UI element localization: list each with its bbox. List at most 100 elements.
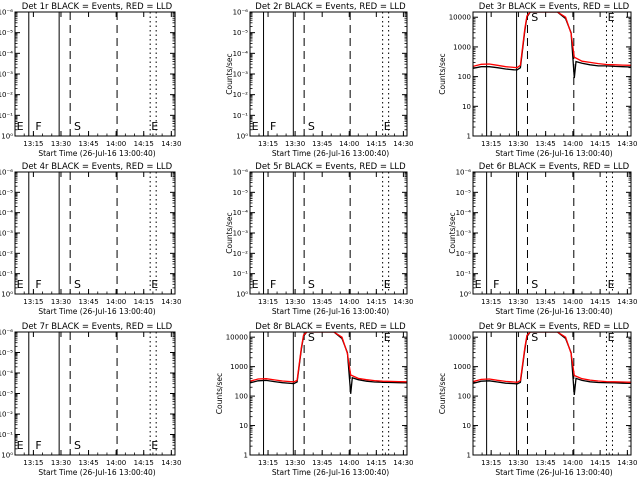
x-tick-label: 13:45 [312, 140, 332, 148]
marker-label: F [35, 120, 41, 133]
marker-label: S [531, 331, 538, 344]
marker-label: S [308, 331, 315, 344]
x-tick-label: 13:15 [258, 298, 278, 306]
x-axis-label: Start Time (26-Jul-16 13:00:40) [38, 307, 155, 316]
y-axis-label: Counts/sec [225, 53, 234, 94]
y-tick-label: 10000 [226, 334, 248, 342]
events-series-line [473, 12, 631, 79]
y-axis-label: Counts/sec [225, 212, 234, 253]
x-tick-label: 14:00 [563, 459, 583, 467]
panel-det-2: Det 2r BLACK = Events, RED = LLD Start Ti… [225, 2, 413, 158]
panel-title: Det 4r BLACK = Events, RED = LLD [22, 162, 173, 172]
x-tick-label: 13:30 [51, 140, 71, 148]
x-tick-label: 13:45 [312, 298, 332, 306]
y-tick-label: 100 [458, 73, 471, 81]
y-tick-label: 10⁻⁵ [0, 29, 13, 37]
y-tick-label: 1 [244, 452, 248, 460]
plot-frame [249, 171, 408, 295]
panel-title: Det 8r BLACK = Events, RED = LLD [255, 322, 406, 332]
y-tick-label: 10⁻⁶ [0, 9, 13, 17]
marker-label: S [531, 11, 538, 24]
panel-title: Det 9r BLACK = Events, RED = LLD [479, 322, 630, 332]
x-tick-label: 13:15 [23, 298, 43, 306]
panel-det-9: Det 9r BLACK = Events, RED = LLD Start Ti… [438, 322, 637, 477]
x-tick-label: 14:30 [161, 459, 181, 467]
y-tick-label: 10⁻⁶ [0, 329, 13, 337]
y-tick-label: 1000 [453, 363, 471, 371]
marker-label: E [17, 439, 24, 452]
x-tick-label: 14:00 [339, 459, 359, 467]
x-tick-label: 13:45 [78, 459, 98, 467]
x-tick-label: 13:30 [51, 459, 71, 467]
y-axis-label: Counts/sec [438, 53, 447, 94]
marker-label: S [531, 278, 538, 291]
x-tick-label: 14:30 [393, 140, 413, 148]
y-tick-label: 10⁻³ [0, 230, 13, 238]
y-tick-label: 10⁻³ [456, 230, 472, 238]
y-tick-label: 10⁻¹ [0, 270, 13, 278]
x-axis-label: Start Time (26-Jul-16 13:00:40) [272, 149, 389, 158]
y-tick-label: 10⁰ [236, 133, 248, 141]
x-tick-label: 13:30 [285, 140, 305, 148]
marker-label: S [74, 120, 81, 133]
x-tick-label: 14:00 [339, 298, 359, 306]
marker-label: E [384, 331, 391, 344]
x-tick-label: 14:15 [366, 140, 386, 148]
x-tick-label: 14:15 [590, 140, 610, 148]
y-tick-label: 10000 [449, 334, 471, 342]
panel-det-8: Det 8r BLACK = Events, RED = LLD Start Ti… [215, 322, 413, 477]
lld-series-line [473, 12, 631, 69]
marker-label: E [151, 278, 158, 291]
y-tick-label: 10⁻⁵ [0, 189, 13, 197]
y-tick-label: 10⁻² [233, 250, 249, 258]
x-tick-label: 13:30 [508, 298, 528, 306]
panel-det-3: Det 3r BLACK = Events, RED = LLD Start Ti… [438, 2, 637, 158]
panel-det-1: Det 1r BLACK = Events, RED = LLD Start Ti… [0, 2, 181, 158]
lld-series-line [250, 332, 407, 383]
y-tick-label: 10⁻¹ [0, 431, 13, 439]
y-tick-label: 10⁻⁶ [233, 9, 249, 17]
marker-label: F [270, 120, 276, 133]
x-tick-label: 13:30 [51, 298, 71, 306]
y-tick-label: 10⁰ [1, 452, 13, 460]
marker-label: E [17, 278, 24, 291]
panel-title: Det 2r BLACK = Events, RED = LLD [255, 2, 406, 12]
y-tick-label: 100 [235, 393, 248, 401]
marker-label: S [74, 439, 81, 452]
x-tick-label: 14:15 [366, 459, 386, 467]
x-tick-label: 14:15 [590, 459, 610, 467]
y-tick-label: 10⁻⁴ [0, 370, 13, 378]
x-tick-label: 14:30 [393, 298, 413, 306]
panel-title: Det 3r BLACK = Events, RED = LLD [479, 2, 630, 12]
marker-label: E [151, 439, 158, 452]
marker-label: E [384, 278, 391, 291]
y-axis-label: Counts/sec [438, 373, 447, 414]
y-axis-label: Counts/sec [215, 373, 224, 414]
marker-label: S [308, 120, 315, 133]
x-tick-label: 14:00 [339, 140, 359, 148]
marker-label: E [384, 120, 391, 133]
y-tick-label: 10⁻² [456, 250, 472, 258]
y-tick-label: 10⁻² [0, 250, 13, 258]
y-tick-label: 1000 [453, 43, 471, 51]
x-tick-label: 14:00 [106, 298, 126, 306]
plot-frame [249, 331, 408, 456]
x-tick-label: 14:30 [161, 298, 181, 306]
x-axis-label: Start Time (26-Jul-16 13:00:40) [272, 307, 389, 316]
x-tick-label: 14:30 [617, 140, 637, 148]
y-tick-label: 10⁻¹ [233, 270, 249, 278]
x-tick-label: 13:15 [258, 140, 278, 148]
panel-det-7: Det 7r BLACK = Events, RED = LLD Start Ti… [0, 322, 181, 477]
x-tick-label: 13:45 [78, 140, 98, 148]
panel-title: Det 1r BLACK = Events, RED = LLD [22, 2, 173, 12]
lld-series-line [473, 332, 631, 383]
y-tick-label: 1000 [230, 363, 248, 371]
x-tick-label: 13:30 [285, 459, 305, 467]
y-tick-label: 10⁰ [1, 291, 13, 299]
